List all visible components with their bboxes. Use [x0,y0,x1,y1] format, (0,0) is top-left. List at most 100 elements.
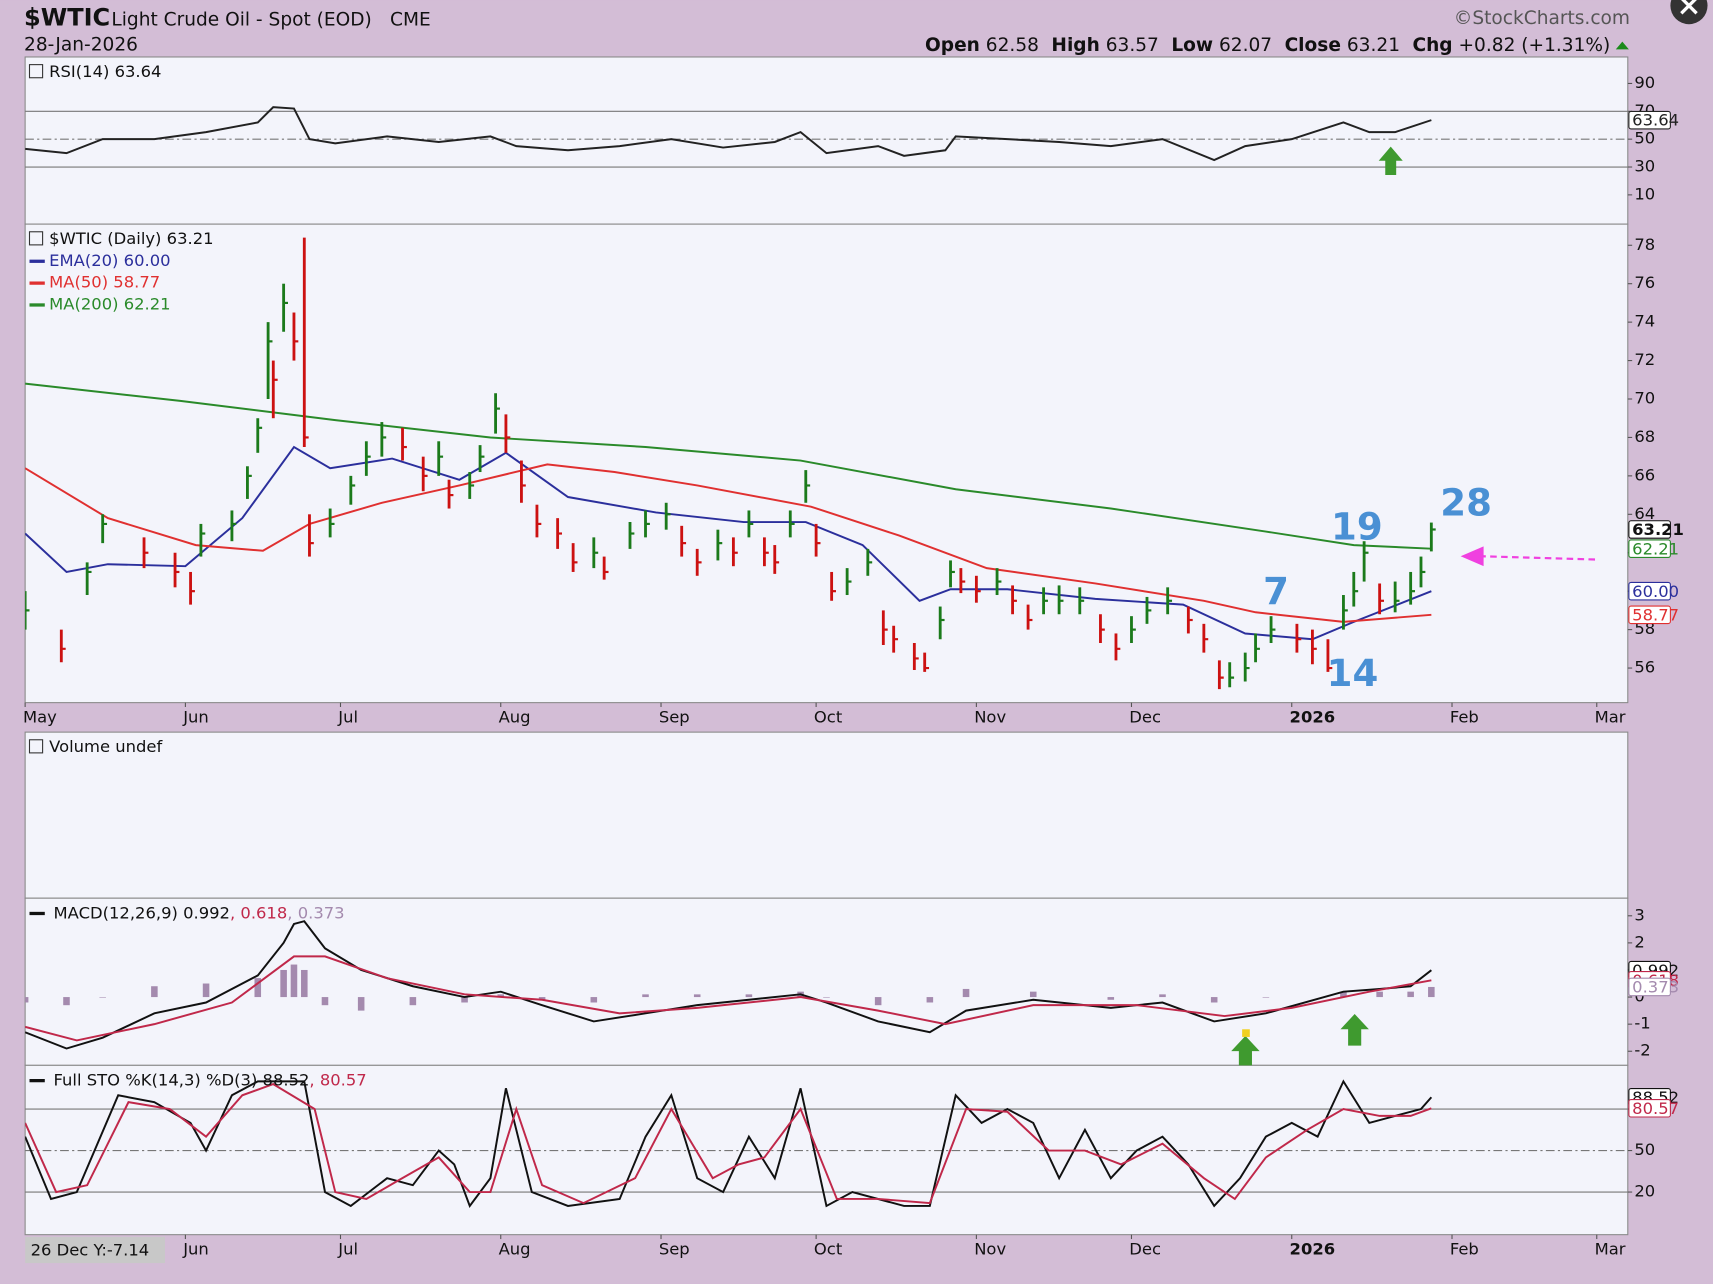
histogram-bar [1029,991,1037,998]
axis-tag [1628,605,1671,625]
histogram-bar [202,983,210,998]
x-tick-label: Feb [1450,707,1479,726]
series-line [25,382,1432,550]
x-tick-label: Jul [337,1239,358,1258]
histogram-bar [25,997,29,1003]
title-icon [28,231,44,246]
histogram-bar [1376,991,1383,998]
axis-tag-label: 0.373 [1632,978,1679,997]
y-tick-label: 76 [1634,273,1655,292]
panel [24,1064,1629,1236]
x-tick-label: Nov [974,1239,1006,1258]
histogram-bar [321,997,329,1006]
axis-tag-label: 58.77 [1632,605,1679,624]
plot-area [25,920,1435,1050]
y-tick-label: 66 [1634,465,1655,484]
plot-area [25,1079,1433,1208]
y-tick-label: 50 [1634,129,1655,148]
histogram-bar [693,994,701,998]
x-tick-label: Jun [182,1239,209,1258]
histogram-bar [409,997,417,1006]
legend-label: , 0.618 [230,903,287,922]
axis-tag [1628,977,1671,997]
close-circle[interactable] [1670,0,1708,25]
histogram-bar [461,997,468,1003]
legend-label: , 0.373 [287,903,344,922]
annotation: 14 [1327,652,1379,695]
plot-area [25,237,1436,690]
quote-value: 62.07 [1219,34,1272,55]
annotation: 28 [1440,481,1492,524]
close-button[interactable] [1670,0,1708,25]
quote-value: 63.21 [1347,34,1400,55]
x-tick-label: Mar [1595,1239,1626,1258]
legend-label: MA(50) 58.77 [49,273,160,292]
y-tick-label: 30 [1634,157,1655,176]
status-text: 26 Dec Y:-7.14 [31,1241,150,1260]
histogram-bar [1407,991,1414,998]
histogram-bar [99,997,106,998]
annotation: 7 [1263,570,1289,613]
axis-tag [1628,539,1671,558]
title-icon [28,64,44,79]
panel-title: $WTIC (Daily) 63.21 [49,229,213,248]
legend-label: MA(200) 62.21 [49,294,170,313]
annotation: 19 [1331,505,1383,548]
histogram-bar [590,997,598,1003]
y-tick-label: 3 [1634,905,1644,924]
histogram-bar [151,986,158,998]
y-tick-label: 72 [1634,350,1655,369]
status-box [25,1236,165,1264]
histogram-bar [1428,986,1435,998]
panel [24,731,1629,899]
y-tick-label: 78 [1634,235,1655,254]
quote-line: Open 62.58 High 63.57 Low 62.07 Close 63… [925,34,1610,55]
histogram-bar [1159,994,1166,998]
quote-value: +0.82 (+1.31%) [1459,34,1611,55]
legend: MACD(12,26,9) 0.992, 0.618, 0.373 [54,903,345,922]
instrument-name: Light Crude Oil - Spot (EOD) [111,9,371,30]
series-line [25,955,1432,1042]
signal-arrow [1231,1035,1260,1066]
axis-tag [1628,110,1671,130]
y-tick-label: 56 [1634,658,1655,677]
histogram-bar [290,964,298,998]
pointer-arrow-head [1460,546,1484,567]
quote-value: 63.57 [1106,34,1159,55]
x-tick-label: Aug [499,1239,531,1258]
legend-label: , 80.57 [309,1070,366,1089]
quote-label: High [1051,34,1099,55]
y-tick-label: 74 [1634,312,1655,331]
legend: Full STO %K(14,3) %D(3) 88.52, 80.57 [54,1070,367,1089]
histogram-bar [1107,997,1115,1000]
histogram-bar [962,988,970,998]
histogram-bar [1262,997,1270,998]
x-tick-label: Jul [337,707,358,726]
y-tick-label: 20 [1634,1182,1655,1201]
x-tick-label: 2026 [1290,1239,1336,1258]
legend-label: EMA(20) 60.00 [49,251,170,270]
x-tick-label: Oct [814,1239,843,1258]
histogram-bar [63,997,70,1006]
axis-tag [1628,520,1671,539]
histogram-bar [301,969,308,998]
x-tick-label: May [23,707,57,726]
x-tick-label: Dec [1129,707,1161,726]
series-line [25,106,1432,162]
histogram-bar [1210,997,1218,1003]
signal-arrow [1340,1013,1369,1046]
histogram-bar [538,997,546,1000]
y-tick-label: 50 [1634,1140,1655,1159]
close-icon[interactable] [1680,0,1698,15]
histogram-bar [926,997,934,1003]
x-tick-label: Sep [659,707,690,726]
panel-title: RSI(14) 63.64 [49,62,161,81]
y-tick-label: 2 [1634,932,1644,951]
axis-tag [1628,1098,1671,1118]
axis-tag-label: 60.00 [1632,582,1679,601]
histogram-bar [357,997,365,1011]
quote-label: Low [1171,34,1213,55]
